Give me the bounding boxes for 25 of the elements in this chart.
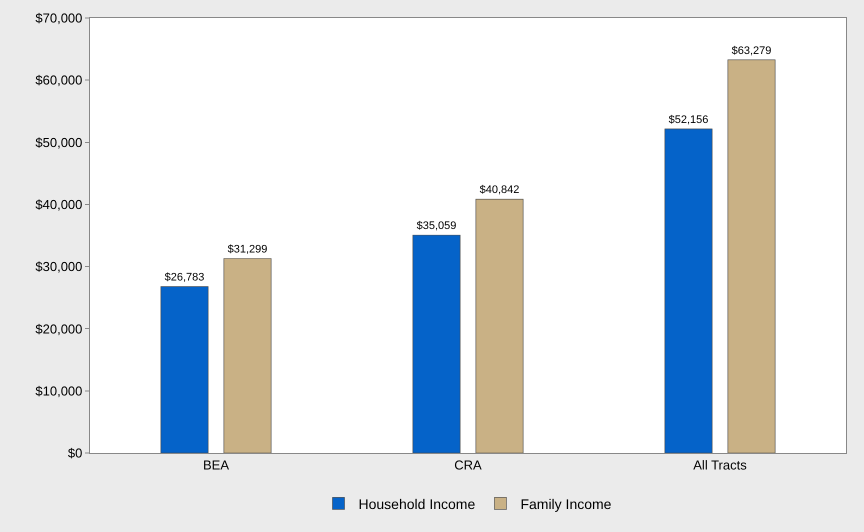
y-tick-label: $20,000	[35, 321, 82, 336]
y-tick-label: $40,000	[35, 196, 82, 212]
data-label: $31,299	[228, 244, 268, 256]
data-label: $26,783	[164, 272, 204, 284]
y-tick-label: $70,000	[35, 10, 82, 26]
y-tick-label: $0	[68, 446, 82, 461]
y-tick-label: $60,000	[35, 72, 82, 88]
x-tick-label: BEA	[202, 458, 230, 473]
data-label: $35,059	[416, 220, 456, 232]
data-label: $40,842	[480, 184, 520, 196]
data-label: $52,156	[668, 114, 708, 126]
bar	[224, 258, 272, 453]
y-tick-label: $50,000	[35, 134, 82, 150]
x-tick-label: CRA	[454, 458, 482, 473]
x-tick-label: All Tracts	[693, 458, 748, 473]
legend-label: Family Income	[520, 496, 612, 512]
legend-label: Household Income	[358, 496, 476, 512]
bar	[412, 234, 460, 453]
data-label: $63,279	[732, 44, 772, 57]
bar	[476, 198, 524, 453]
bar	[728, 59, 776, 453]
bar	[160, 286, 208, 453]
y-tick-label: $10,000	[35, 383, 82, 398]
y-tick-label: $30,000	[35, 259, 82, 274]
bar	[664, 128, 712, 453]
